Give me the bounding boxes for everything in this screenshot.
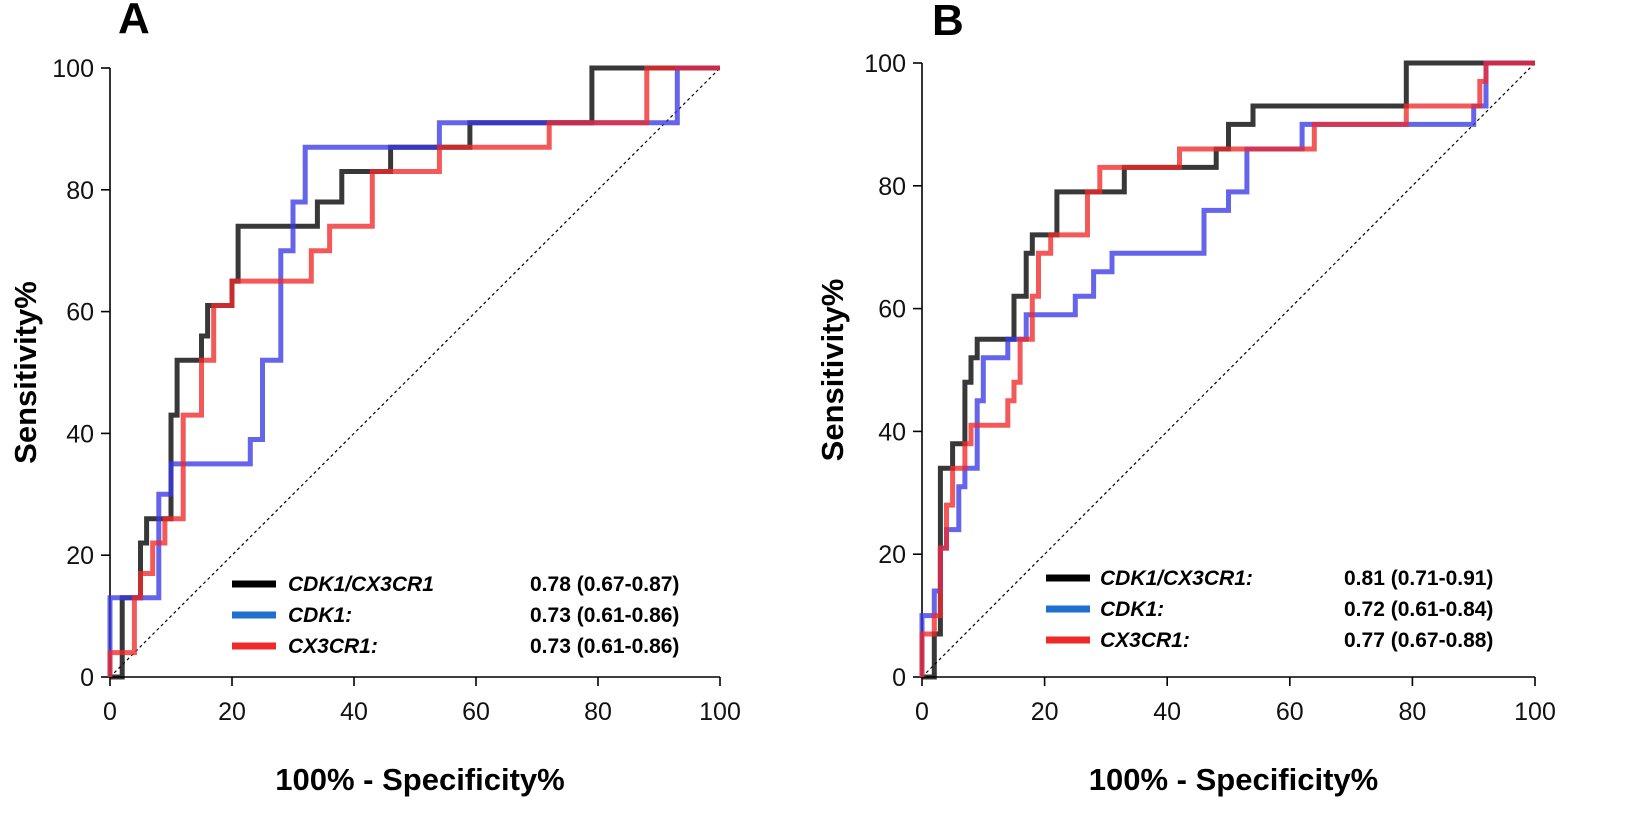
x-axis-title: 100% - Specificity% bbox=[275, 762, 564, 797]
y-tick-label: 0 bbox=[80, 664, 94, 692]
x-tick-label: 20 bbox=[218, 698, 246, 726]
y-tick-label: 20 bbox=[878, 541, 906, 569]
legend-auc-value: 0.81 (0.71-0.91) bbox=[1344, 567, 1493, 590]
legend-auc-value: 0.77 (0.67-0.88) bbox=[1344, 629, 1493, 652]
x-tick-label: 60 bbox=[1276, 698, 1304, 726]
y-axis-title: Sensitivity% bbox=[815, 279, 850, 462]
y-tick-label: 0 bbox=[892, 664, 906, 692]
x-tick-label: 80 bbox=[584, 698, 612, 726]
x-tick-label: 20 bbox=[1031, 698, 1059, 726]
legend-series-name: CX3CR1: bbox=[1100, 629, 1190, 652]
roc-curve-cdk1 bbox=[107, 65, 720, 677]
y-tick-label: 80 bbox=[878, 173, 906, 201]
legend-series-name: CDK1: bbox=[288, 604, 352, 627]
legend-auc-value: 0.73 (0.61-0.86) bbox=[530, 635, 679, 658]
y-axis-title: Sensitivity% bbox=[8, 281, 43, 464]
legend-series-name: CDK1: bbox=[1100, 598, 1164, 621]
x-tick-label: 40 bbox=[340, 698, 368, 726]
x-tick-label: 0 bbox=[915, 698, 929, 726]
legend-auc-value: 0.73 (0.61-0.86) bbox=[530, 604, 679, 627]
x-axis-title: 100% - Specificity% bbox=[1089, 762, 1378, 797]
x-tick-label: 100 bbox=[1514, 698, 1556, 726]
y-tick-label: 20 bbox=[66, 542, 94, 570]
y-tick-label: 40 bbox=[878, 418, 906, 446]
y-tick-label: 100 bbox=[52, 55, 94, 83]
x-tick-label: 80 bbox=[1398, 698, 1426, 726]
panel-a: A 0 20 40 60 80 100 0 20 40 60 80 100 100% - Specific… bbox=[8, 0, 741, 797]
y-tick-label: 40 bbox=[66, 420, 94, 448]
y-tick-label: 60 bbox=[878, 296, 906, 324]
panel-letter: A bbox=[118, 0, 150, 43]
panel-b: B 0 20 40 60 80 100 0 20 40 60 80 100 100% - Specific… bbox=[815, 0, 1556, 797]
roc-curve-cdk1-cx3cr1 bbox=[922, 60, 1535, 680]
roc-curve-cx3cr1 bbox=[107, 65, 720, 677]
roc-curve-cx3cr1 bbox=[919, 60, 1535, 677]
x-tick-label: 60 bbox=[462, 698, 490, 726]
legend-series-name: CX3CR1: bbox=[288, 635, 378, 658]
legend-series-name: CDK1/CX3CR1: bbox=[1100, 567, 1253, 590]
y-tick-label: 80 bbox=[66, 177, 94, 205]
x-tick-label: 100 bbox=[699, 698, 741, 726]
panel-letter: B bbox=[932, 0, 964, 45]
legend-series-name: CDK1/CX3CR1 bbox=[288, 573, 434, 596]
legend-auc-value: 0.78 (0.67-0.87) bbox=[530, 573, 679, 596]
y-tick-label: 100 bbox=[864, 50, 906, 78]
y-tick-label: 60 bbox=[66, 299, 94, 327]
x-tick-label: 0 bbox=[103, 698, 117, 726]
legend-auc-value: 0.72 (0.61-0.84) bbox=[1344, 598, 1493, 621]
x-tick-label: 40 bbox=[1153, 698, 1181, 726]
reference-diagonal-line bbox=[921, 62, 1536, 678]
